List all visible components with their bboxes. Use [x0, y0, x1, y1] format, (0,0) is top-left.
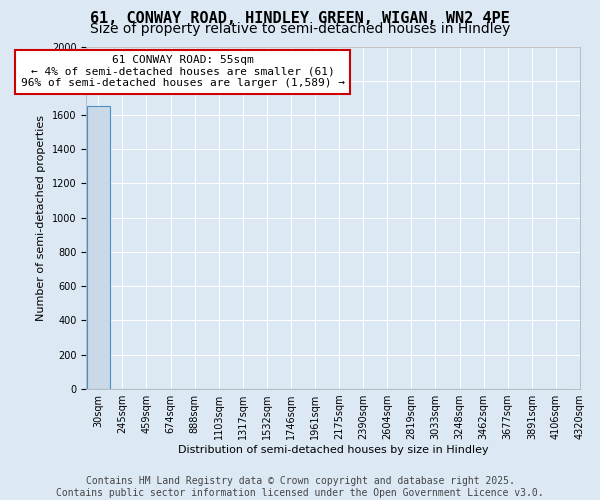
- Bar: [87, 106, 110, 389]
- Text: Contains HM Land Registry data © Crown copyright and database right 2025.
Contai: Contains HM Land Registry data © Crown c…: [56, 476, 544, 498]
- X-axis label: Distribution of semi-detached houses by size in Hindley: Distribution of semi-detached houses by …: [178, 445, 488, 455]
- Text: Size of property relative to semi-detached houses in Hindley: Size of property relative to semi-detach…: [90, 22, 510, 36]
- Text: 61, CONWAY ROAD, HINDLEY GREEN, WIGAN, WN2 4PE: 61, CONWAY ROAD, HINDLEY GREEN, WIGAN, W…: [90, 11, 510, 26]
- Text: 61 CONWAY ROAD: 55sqm
← 4% of semi-detached houses are smaller (61)
96% of semi-: 61 CONWAY ROAD: 55sqm ← 4% of semi-detac…: [20, 55, 344, 88]
- Y-axis label: Number of semi-detached properties: Number of semi-detached properties: [37, 114, 46, 320]
